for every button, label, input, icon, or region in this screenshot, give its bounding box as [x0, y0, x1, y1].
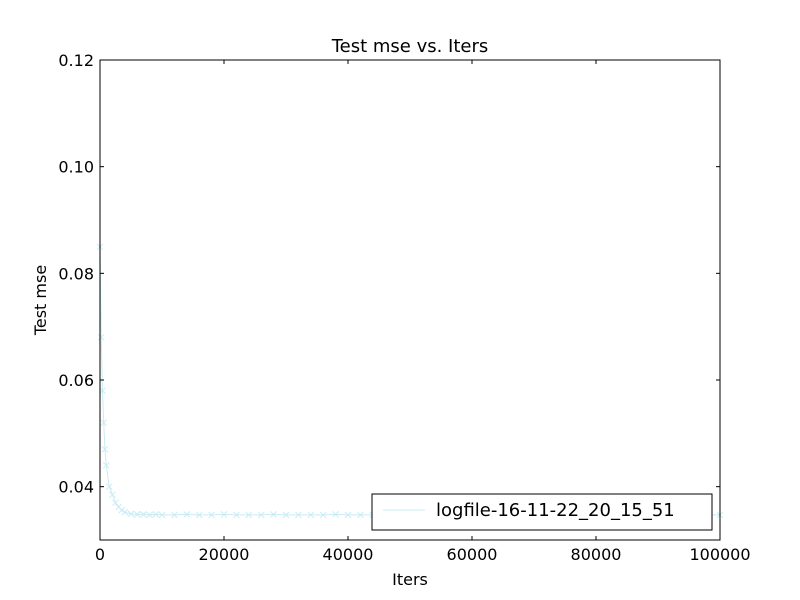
data-point-marker [332, 511, 339, 518]
x-axis-label: Iters [392, 570, 428, 589]
data-point-marker [245, 511, 253, 519]
data-point-marker [109, 491, 116, 499]
data-point-marker [105, 483, 113, 491]
legend: logfile-16-11-22_20_15_51 [371, 493, 713, 531]
y-tick-label: 0.04 [58, 478, 94, 497]
data-point-marker [127, 510, 135, 518]
series-layer [96, 243, 724, 519]
chart-title: Test mse vs. Iters [331, 36, 489, 57]
y-tick-label: 0.10 [58, 158, 94, 177]
data-point-marker [319, 511, 327, 519]
data-point-marker [121, 508, 129, 516]
data-point-marker [152, 511, 160, 518]
x-tick-label: 60000 [447, 545, 498, 564]
x-tick-label: 80000 [571, 545, 622, 564]
data-point-marker [344, 511, 352, 519]
data-point-marker [133, 511, 141, 518]
y-tick-label: 0.06 [58, 371, 94, 390]
legend-label: logfile-16-11-22_20_15_51 [436, 500, 675, 521]
data-point-marker [102, 461, 110, 469]
x-tick-label: 0 [95, 545, 105, 564]
y-axis-label: Test mse [31, 265, 50, 336]
data-point-marker [140, 511, 147, 518]
x-tick-label: 40000 [323, 545, 374, 564]
x-tick-label: 100000 [689, 545, 750, 564]
data-point-marker [195, 511, 203, 519]
data-point-marker [171, 511, 178, 519]
data-point-marker [100, 419, 108, 427]
series-line [99, 246, 720, 516]
data-point-marker [97, 333, 105, 341]
data-point-marker [307, 511, 315, 519]
data-point-marker [158, 511, 166, 519]
x-tick-label: 20000 [199, 545, 250, 564]
y-tick-label: 0.08 [58, 264, 94, 283]
data-point-marker [146, 511, 153, 519]
data-point-marker [270, 511, 277, 518]
data-point-marker [208, 511, 215, 519]
data-point-marker [118, 506, 126, 514]
legend-box [371, 493, 713, 531]
y-tick-label: 0.12 [58, 51, 94, 70]
data-point-marker [101, 445, 109, 453]
data-point-marker [257, 511, 265, 519]
ticks-layer: 0 20000 40000 60000 80000 100000 0.04 0.06 0.08 0… [58, 51, 750, 564]
data-point-marker [183, 511, 191, 518]
data-point-marker [282, 511, 290, 519]
data-point-marker [112, 499, 119, 507]
plot-frame [99, 59, 721, 541]
data-point-marker [357, 511, 364, 519]
data-point-marker [295, 511, 302, 519]
data-point-marker [233, 511, 240, 519]
data-point-marker [220, 511, 228, 518]
